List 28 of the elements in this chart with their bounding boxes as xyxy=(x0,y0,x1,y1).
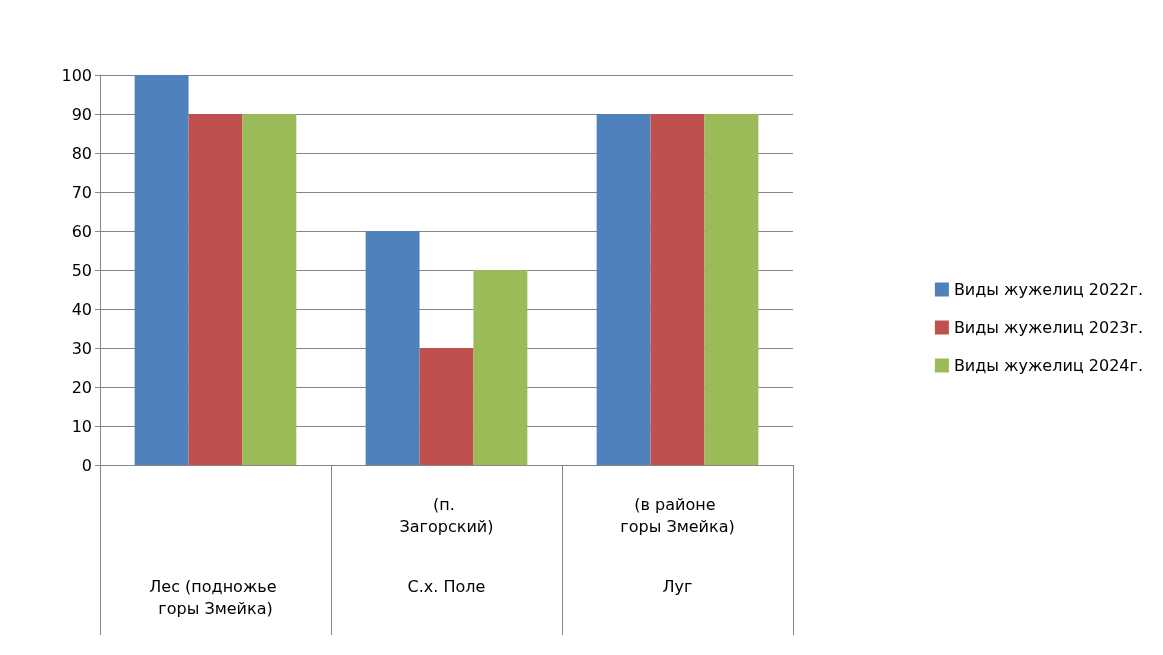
bar xyxy=(242,114,297,465)
y-tick-label: 90 xyxy=(71,104,92,124)
x-tick-label: С.х. Поле xyxy=(407,576,486,596)
bar xyxy=(473,270,528,465)
bar xyxy=(134,75,189,465)
bar xyxy=(596,114,651,465)
y-tick-label: 10 xyxy=(71,416,92,436)
y-tick-label: 30 xyxy=(71,338,92,358)
bar xyxy=(188,114,243,465)
y-tick-label: 60 xyxy=(71,221,92,241)
bar xyxy=(650,114,705,465)
text: (п. Загорский) xyxy=(399,494,494,536)
y-tick-label: 50 xyxy=(71,260,92,280)
y-tick-label: 40 xyxy=(71,299,92,319)
x-tick-label: Луг xyxy=(662,576,693,596)
bar xyxy=(365,231,420,465)
bar xyxy=(419,348,474,465)
legend-label: Виды жужелиц 2024г. xyxy=(953,356,1143,375)
text: (в районе горы Змейка) xyxy=(620,494,735,536)
y-tick-label: 70 xyxy=(71,182,92,202)
y-tick-label: 20 xyxy=(71,377,92,397)
legend-label: Виды жужелиц 2022г. xyxy=(953,280,1143,299)
x-tick-label: Лес (подножье горы Змейка) xyxy=(149,576,282,618)
legend-label: Виды жужелиц 2023г. xyxy=(953,318,1143,337)
bar xyxy=(704,114,759,465)
y-tick-label: 80 xyxy=(71,143,92,163)
y-tick-label: 0 xyxy=(81,455,92,475)
y-tick-label: 100 xyxy=(61,65,92,85)
